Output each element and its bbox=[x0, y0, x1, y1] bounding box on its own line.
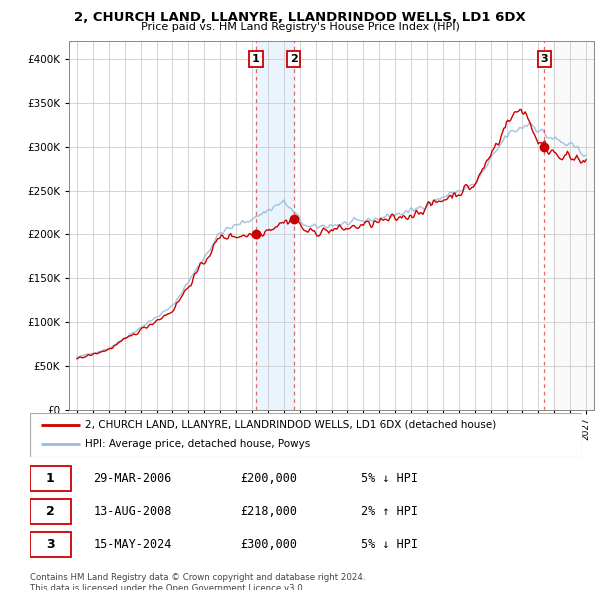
Point bbox=[539, 142, 549, 152]
Text: £300,000: £300,000 bbox=[240, 538, 297, 552]
FancyBboxPatch shape bbox=[30, 532, 71, 557]
Text: 2: 2 bbox=[46, 505, 55, 519]
Text: 5% ↓ HPI: 5% ↓ HPI bbox=[361, 472, 418, 486]
FancyBboxPatch shape bbox=[30, 499, 71, 525]
Text: 13-AUG-2008: 13-AUG-2008 bbox=[94, 505, 172, 519]
Point bbox=[251, 230, 261, 239]
Bar bbox=[553, 41, 594, 410]
Text: Price paid vs. HM Land Registry's House Price Index (HPI): Price paid vs. HM Land Registry's House … bbox=[140, 22, 460, 32]
Bar bbox=[553, 41, 594, 410]
Text: Contains HM Land Registry data © Crown copyright and database right 2024.
This d: Contains HM Land Registry data © Crown c… bbox=[30, 573, 365, 590]
Text: 1: 1 bbox=[46, 472, 55, 486]
FancyBboxPatch shape bbox=[30, 413, 582, 457]
Point bbox=[289, 214, 298, 224]
Text: HPI: Average price, detached house, Powys: HPI: Average price, detached house, Powy… bbox=[85, 439, 310, 449]
Text: 3: 3 bbox=[46, 538, 55, 552]
Text: 15-MAY-2024: 15-MAY-2024 bbox=[94, 538, 172, 552]
FancyBboxPatch shape bbox=[30, 466, 71, 491]
Bar bbox=[256, 41, 293, 410]
Text: 5% ↓ HPI: 5% ↓ HPI bbox=[361, 538, 418, 552]
Text: 2% ↑ HPI: 2% ↑ HPI bbox=[361, 505, 418, 519]
Text: 2: 2 bbox=[290, 54, 298, 64]
Text: 2, CHURCH LAND, LLANYRE, LLANDRINDOD WELLS, LD1 6DX (detached house): 2, CHURCH LAND, LLANYRE, LLANDRINDOD WEL… bbox=[85, 420, 496, 430]
Text: 2, CHURCH LAND, LLANYRE, LLANDRINDOD WELLS, LD1 6DX: 2, CHURCH LAND, LLANYRE, LLANDRINDOD WEL… bbox=[74, 11, 526, 24]
Text: 1: 1 bbox=[252, 54, 260, 64]
Bar bbox=[553, 41, 594, 410]
Text: £218,000: £218,000 bbox=[240, 505, 297, 519]
Text: 3: 3 bbox=[541, 54, 548, 64]
Text: 29-MAR-2006: 29-MAR-2006 bbox=[94, 472, 172, 486]
Text: £200,000: £200,000 bbox=[240, 472, 297, 486]
